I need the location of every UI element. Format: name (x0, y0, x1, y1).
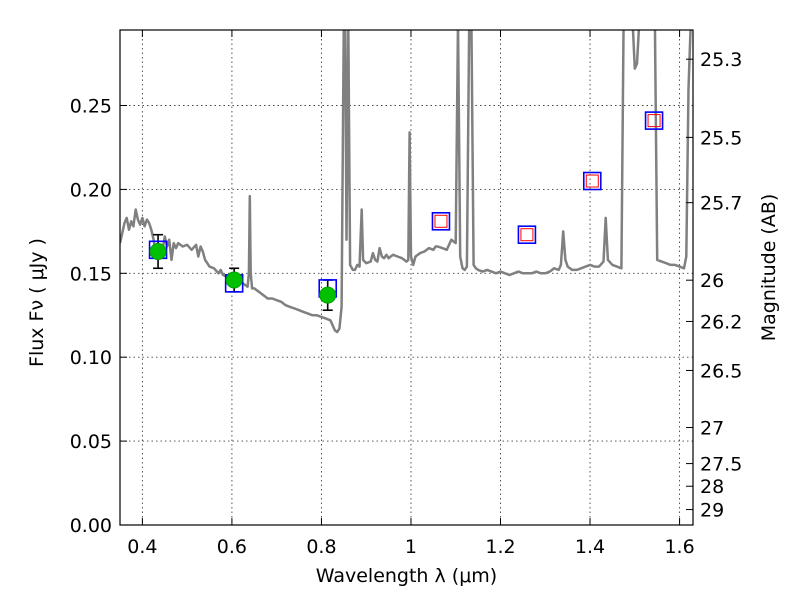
y-tick-label: 0.05 (70, 431, 112, 453)
y-tick-label: 0.15 (70, 263, 112, 285)
grid (120, 30, 693, 525)
magnitude-tick-label: 25.7 (700, 193, 742, 215)
magnitude-tick-label: 26 (700, 270, 724, 292)
y-axis-label: Flux Fν ( μJy ) (26, 238, 48, 367)
sed-model-line (120, 30, 692, 334)
x-tick-label: 1.6 (664, 536, 694, 558)
magnitude-tick-label: 27 (700, 418, 724, 440)
magnitude-tick-label: 26.5 (700, 360, 742, 382)
y-axis: 0.00 0.05 0.10 0.15 0.20 0.25 (70, 96, 127, 537)
photometry-inner-square (585, 174, 599, 188)
x-tick-label: 0.4 (127, 536, 157, 558)
photometry-inner-square (647, 114, 661, 128)
model-photometry-square (644, 111, 664, 130)
photometry-inner-square (520, 228, 534, 242)
magnitude-tick-label: 25.3 (700, 49, 742, 71)
observed-flux-point (149, 242, 167, 260)
x-axis: 0.4 0.6 0.8 1 1.2 1.4 1.6 (127, 30, 695, 558)
model-photometry-square (582, 171, 602, 191)
x-axis-label: Wavelength λ (μm) (316, 565, 497, 587)
model-photometry-square (431, 211, 451, 231)
magnitude-tick-label: 25.5 (700, 127, 742, 149)
magnitude-tick-label: 28 (700, 476, 724, 498)
magnitude-tick-label: 27.5 (700, 454, 742, 476)
observed-flux-point (225, 271, 243, 289)
x-tick-label: 0.8 (306, 536, 336, 558)
y-tick-label: 0.00 (70, 515, 112, 537)
plot-frame (119, 29, 694, 526)
x-tick-label: 1 (405, 536, 417, 558)
plot-area (120, 30, 692, 334)
y-tick-label: 0.25 (70, 96, 112, 118)
x-tick-label: 1.2 (485, 536, 515, 558)
photometry-inner-square (434, 214, 448, 228)
x-tick-label: 0.6 (217, 536, 247, 558)
y-tick-label: 0.10 (70, 347, 112, 369)
x-tick-label: 1.4 (575, 536, 605, 558)
model-photometry-square (517, 225, 537, 245)
magnitude-axis-label: Magnitude (AB) (758, 194, 780, 342)
magnitude-tick-label: 29 (700, 500, 724, 522)
y-tick-label: 0.20 (70, 179, 112, 201)
magnitude-tick-label: 26.2 (700, 311, 742, 333)
observed-flux-point (319, 286, 337, 304)
